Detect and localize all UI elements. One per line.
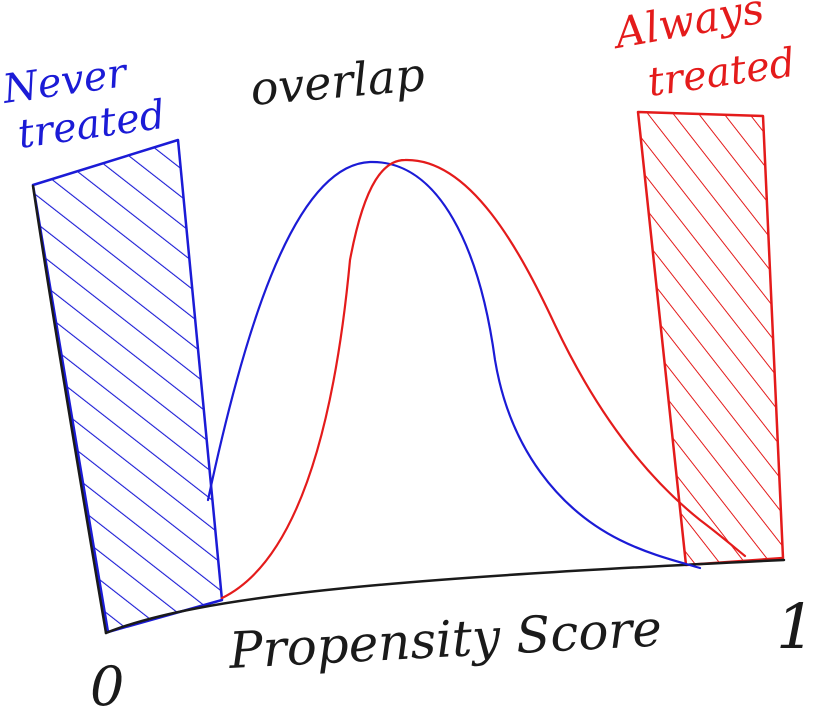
axes [31, 184, 786, 635]
never-treated-region [31, 138, 224, 634]
x-axis-line [104, 558, 786, 635]
control-density-curve [206, 160, 702, 570]
overlap-label: overlap [248, 47, 427, 116]
y-axis-line [31, 184, 108, 635]
x-axis-max-label: 1 [776, 590, 815, 663]
never-treated-outline [31, 138, 224, 634]
always-treated-hatch [638, 112, 783, 565]
never-treated-hatch [33, 140, 222, 632]
x-axis-label: Propensity Score [227, 599, 664, 680]
always-treated-outline [636, 110, 785, 567]
treated-density-curve [220, 158, 747, 600]
always-treated-label-line2: treated [645, 40, 798, 106]
always-treated-region [636, 110, 785, 567]
x-axis-min-label: 0 [90, 655, 124, 713]
